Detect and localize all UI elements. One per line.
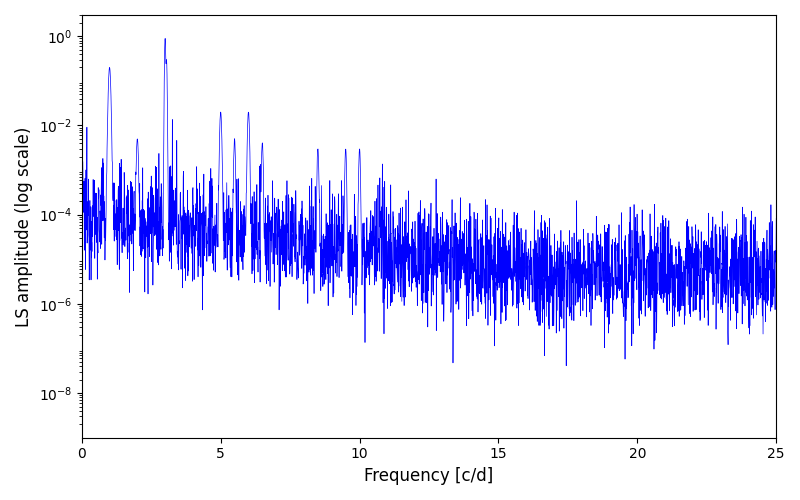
X-axis label: Frequency [c/d]: Frequency [c/d] — [364, 467, 494, 485]
Y-axis label: LS amplitude (log scale): LS amplitude (log scale) — [15, 126, 33, 326]
